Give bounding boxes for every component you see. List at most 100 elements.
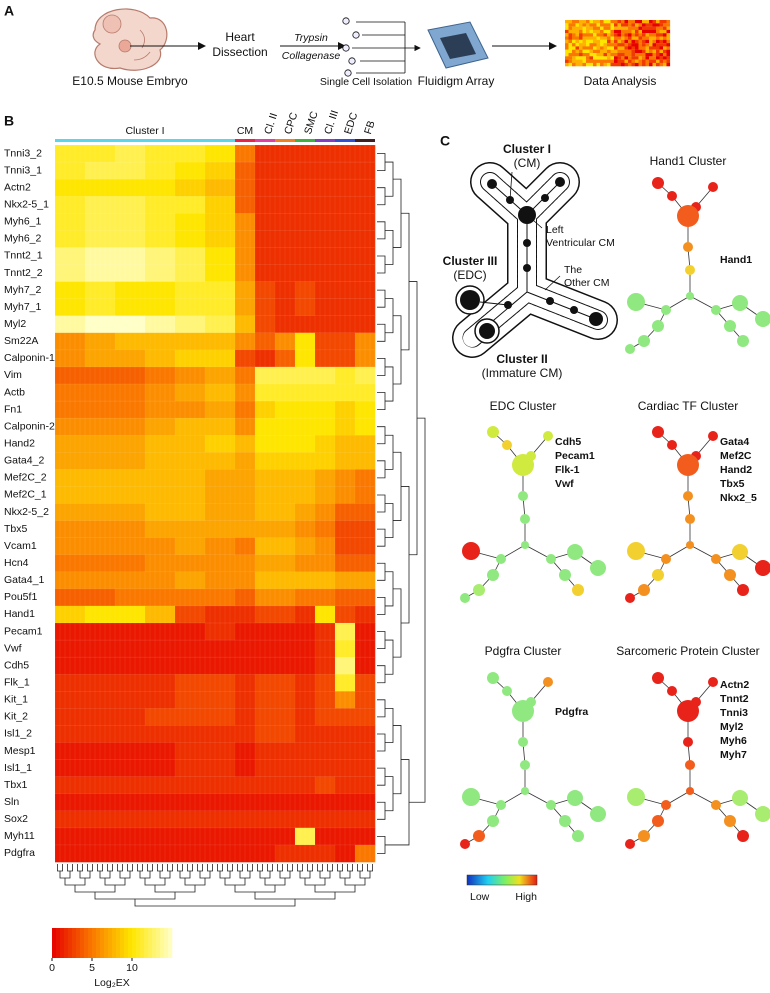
heatmap-cell	[355, 503, 376, 521]
step-label: Heart	[225, 30, 255, 44]
analysis-cell	[617, 46, 622, 50]
analysis-cell	[565, 56, 569, 60]
heatmap-cell	[145, 742, 176, 760]
dendrogram	[259, 871, 271, 879]
analysis-cell	[603, 23, 608, 27]
heatmap-cell	[145, 435, 176, 453]
tree-node	[711, 800, 721, 810]
heatmap-cell	[355, 537, 376, 556]
cluster-label: FB	[362, 119, 378, 135]
gene-label: Hand2	[4, 438, 35, 450]
panel-letter: C	[440, 133, 450, 149]
heatmap-cell	[205, 315, 236, 334]
heatmap-cell	[235, 844, 256, 863]
heatmap-cell	[85, 349, 116, 368]
analysis-cell	[575, 29, 580, 34]
heatmap-cell	[85, 264, 116, 282]
heatmap-cell	[145, 554, 176, 573]
analysis-cell	[663, 39, 667, 44]
heatmap-cell	[145, 230, 176, 248]
heatmap-cell	[55, 657, 86, 675]
heatmap-cell	[275, 213, 296, 231]
heatmap-cell	[205, 827, 236, 846]
analysis-cell	[617, 26, 622, 30]
analysis-cell	[656, 62, 660, 67]
analysis-cell	[621, 36, 625, 40]
heatmap-cell	[115, 349, 146, 368]
analysis-cell	[607, 39, 611, 44]
heatmap-cell	[145, 520, 176, 538]
cluster-label: Cl. III	[322, 109, 341, 136]
dendrogram	[154, 885, 196, 893]
tree-node	[462, 788, 480, 806]
heatmap-cell	[205, 384, 236, 402]
heatmap-cell	[235, 605, 256, 624]
analysis-cell	[663, 33, 667, 37]
tree-node	[724, 569, 736, 581]
heatmap-cell	[175, 401, 206, 419]
heatmap-cell	[255, 213, 276, 231]
dendrogram	[167, 864, 173, 872]
analysis-cell	[635, 26, 639, 30]
analysis-cell	[621, 56, 625, 60]
heatmap-cell	[55, 281, 86, 299]
heatmap-cell	[335, 401, 356, 419]
analysis-cell	[624, 33, 629, 37]
gene-label: Myh7_2	[4, 284, 42, 296]
colorbar-tick-label: 5	[89, 962, 95, 974]
analysis-cell	[635, 59, 639, 63]
heatmap-cell	[145, 691, 176, 709]
analysis-cell	[652, 29, 657, 34]
analysis-cell	[593, 33, 597, 37]
heatmap-cell	[55, 623, 86, 641]
dendrogram	[59, 871, 71, 879]
analysis-cell	[645, 43, 650, 47]
cluster-label: EDC	[342, 111, 360, 136]
heatmap-cell	[335, 486, 356, 504]
panel-letter: B	[4, 113, 14, 129]
heatmap-cell	[235, 179, 256, 197]
heatmap-cell	[55, 520, 86, 538]
gene-label: Vim	[4, 369, 22, 381]
heatmap-cell	[145, 469, 176, 487]
heatmap-cell	[55, 554, 86, 573]
heatmap-cell	[315, 503, 336, 521]
heatmap-cell	[315, 196, 336, 214]
heatmap-cell	[115, 571, 146, 590]
analysis-cell	[586, 59, 590, 63]
dendrogram	[377, 323, 386, 342]
analysis-cell	[568, 36, 573, 40]
analysis-cell	[656, 59, 660, 63]
analysis-cell	[565, 43, 569, 47]
heatmap-cell	[235, 776, 256, 795]
analysis-cell	[642, 46, 646, 50]
heatmap-cell	[55, 162, 86, 180]
tree-node	[686, 541, 694, 549]
heatmap-cell	[175, 759, 206, 777]
dendrogram	[377, 699, 386, 718]
tree-gene: Tbx5	[720, 478, 745, 490]
analysis-cell	[628, 33, 632, 37]
cells-illustration	[342, 17, 421, 77]
dendrogram	[297, 864, 303, 872]
analysis-cell	[603, 59, 608, 63]
analysis-cell	[638, 36, 643, 40]
heatmap-cell	[355, 435, 376, 453]
heatmap-cell	[85, 503, 116, 521]
heatmap-cell	[115, 691, 146, 709]
heatmap-cell	[295, 315, 316, 334]
analysis-cell	[652, 33, 657, 37]
heatmap-cell	[85, 623, 116, 641]
analysis-cell	[610, 49, 615, 54]
analysis-cell	[656, 43, 660, 47]
heatmap-cell	[275, 418, 296, 436]
heatmap-cell	[355, 179, 376, 197]
heatmap-cell	[85, 520, 116, 538]
analysis-cell	[642, 59, 646, 63]
heatmap-cell	[335, 418, 356, 436]
analysis-cell	[631, 59, 636, 63]
analysis-cell	[652, 36, 657, 40]
dendrogram	[144, 878, 166, 886]
heatmap-cell	[255, 503, 276, 521]
heatmap-cell	[235, 640, 256, 658]
